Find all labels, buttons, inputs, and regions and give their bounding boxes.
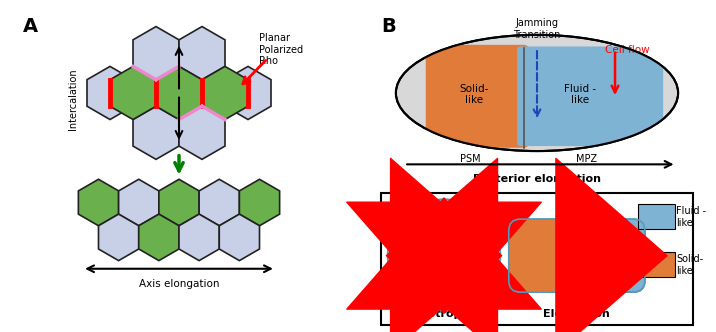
Polygon shape — [99, 214, 139, 261]
Circle shape — [580, 249, 608, 277]
Ellipse shape — [396, 35, 678, 151]
Polygon shape — [225, 66, 271, 120]
Text: MPZ: MPZ — [576, 154, 597, 164]
FancyBboxPatch shape — [638, 204, 674, 229]
FancyBboxPatch shape — [509, 219, 577, 292]
Polygon shape — [179, 27, 225, 80]
Polygon shape — [159, 179, 199, 226]
Polygon shape — [202, 66, 248, 120]
Text: PSM: PSM — [460, 154, 481, 164]
Circle shape — [387, 199, 500, 312]
Text: B: B — [381, 17, 396, 36]
Polygon shape — [179, 214, 219, 261]
Circle shape — [589, 234, 616, 262]
Polygon shape — [179, 106, 225, 159]
Text: Solid-
like: Solid- like — [677, 254, 704, 276]
Text: Elongation: Elongation — [543, 309, 610, 319]
Text: Intercalation: Intercalation — [68, 69, 78, 130]
FancyBboxPatch shape — [381, 193, 693, 325]
Polygon shape — [139, 214, 179, 261]
Polygon shape — [199, 179, 239, 226]
Text: Cell flow: Cell flow — [605, 45, 649, 55]
Polygon shape — [133, 27, 179, 80]
Text: Fluid -
like: Fluid - like — [677, 206, 707, 228]
FancyBboxPatch shape — [638, 252, 674, 277]
FancyBboxPatch shape — [509, 219, 645, 292]
Circle shape — [436, 227, 473, 264]
Text: Jamming
Transition: Jamming Transition — [513, 18, 561, 40]
Circle shape — [426, 246, 463, 282]
FancyBboxPatch shape — [426, 45, 528, 148]
Circle shape — [571, 234, 599, 262]
Text: Isotropic: Isotropic — [417, 309, 471, 319]
Polygon shape — [239, 179, 280, 226]
Text: Posterior elongation: Posterior elongation — [473, 174, 601, 184]
Text: Solid-
like: Solid- like — [459, 84, 488, 106]
FancyBboxPatch shape — [517, 46, 663, 146]
Text: Planar
Polarized
Rho: Planar Polarized Rho — [258, 33, 303, 66]
Polygon shape — [78, 179, 119, 226]
Circle shape — [416, 227, 453, 264]
Text: Fluid -
like: Fluid - like — [564, 84, 596, 106]
Text: Axis elongation: Axis elongation — [139, 279, 219, 289]
Polygon shape — [87, 66, 133, 120]
Polygon shape — [119, 179, 159, 226]
Polygon shape — [156, 66, 202, 120]
Polygon shape — [219, 214, 259, 261]
Polygon shape — [133, 106, 179, 159]
Text: A: A — [23, 17, 38, 36]
Polygon shape — [110, 66, 156, 120]
